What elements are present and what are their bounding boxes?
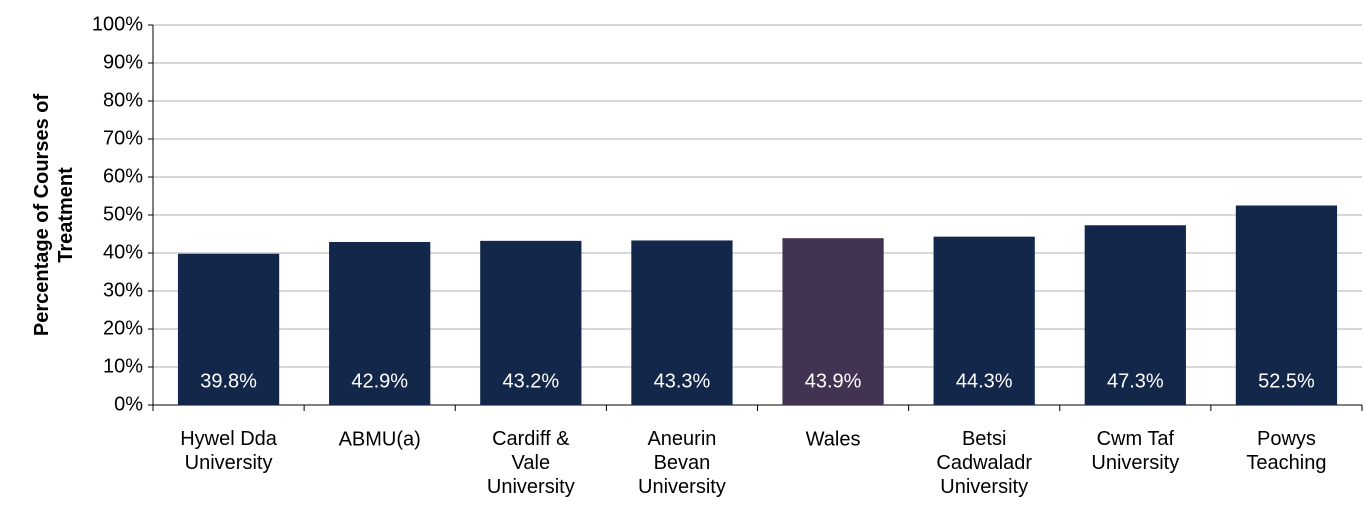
value-label: 44.3% [956,370,1013,392]
bar [329,241,431,405]
y-tick-label: 100% [92,13,143,35]
value-label: 42.9% [351,370,408,392]
x-tick-label: Aneurin Bevan University [638,428,726,498]
bar [177,253,280,405]
y-tick-label: 40% [103,241,143,263]
bar [1084,225,1186,405]
y-tick-label: 0% [114,393,143,415]
y-tick-label: 80% [103,89,143,111]
y-tick-label: 60% [103,165,143,187]
y-tick-label: 70% [103,127,143,149]
value-label: 39.8% [200,370,257,392]
x-tick-label: ABMU(a) [339,428,421,450]
y-tick-label: 90% [103,51,143,73]
y-tick-label: 50% [103,203,143,225]
value-label: 47.3% [1107,370,1164,392]
x-tick-label: Betsi Cadwaladr University [936,428,1032,498]
value-label: 43.2% [502,370,559,392]
bar [782,238,884,405]
x-tick-label: Cwm Taf University [1091,428,1179,474]
x-tick-label: Wales [806,428,861,450]
value-label: 52.5% [1258,370,1315,392]
value-label: 43.9% [805,370,862,392]
y-tick-label: 20% [103,317,143,339]
y-tick-label: 10% [103,355,143,377]
x-tick-label: Hywel Dda University [180,428,278,474]
value-label: 43.3% [654,370,711,392]
bar [631,240,733,405]
bar [933,236,1035,405]
x-tick-label: Cardiff & Vale University [487,428,575,498]
y-tick-label: 30% [103,279,143,301]
bar [480,240,582,405]
bar [1235,205,1338,405]
x-tick-label: Powys Teaching [1246,428,1326,474]
y-axis-title: Percentage of Courses of Treatment [31,94,77,337]
